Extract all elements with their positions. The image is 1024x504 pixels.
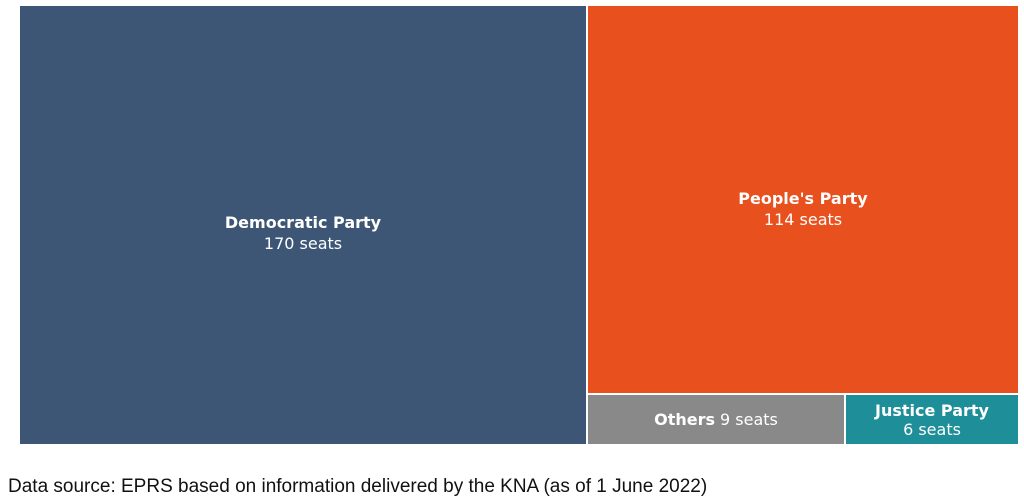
tile-value: 114 seats (763, 210, 843, 229)
tile-value: 170 seats (263, 234, 343, 253)
tile-peoples-party: People's Party 114 seats (588, 6, 1018, 393)
tile-label: Justice Party (875, 400, 989, 420)
tile-value: 6 seats (903, 419, 961, 439)
tile-others: Others 9 seats (588, 395, 844, 444)
tile-label: Democratic Party (224, 213, 382, 232)
tile-label: Others (654, 410, 716, 429)
tile-justice-party: Justice Party 6 seats (846, 395, 1018, 444)
tile-democratic-party: Democratic Party 170 seats (20, 6, 586, 444)
data-source-caption: Data source: EPRS based on information d… (8, 476, 708, 497)
tile-value: 9 seats (720, 410, 778, 429)
tile-label: People's Party (738, 189, 868, 208)
